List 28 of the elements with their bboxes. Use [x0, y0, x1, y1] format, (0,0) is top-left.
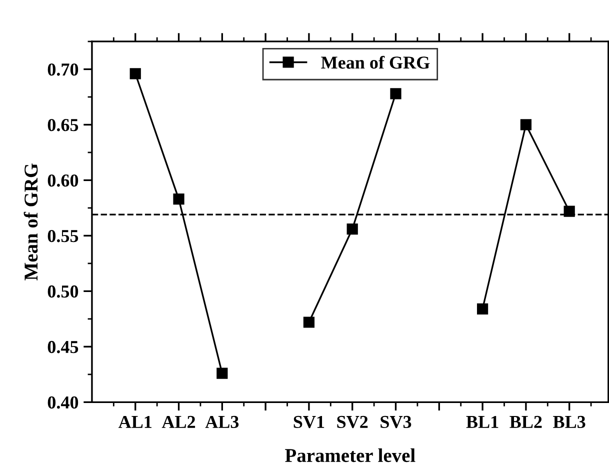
x-tick-label: AL3	[205, 416, 239, 428]
x-tick-label: AL1	[118, 416, 152, 428]
point	[216, 368, 228, 379]
point	[520, 119, 532, 130]
point	[303, 316, 315, 328]
point	[173, 194, 184, 205]
y-axis-title: Mean of GRG	[24, 163, 38, 280]
y-tick-label: 0.55	[48, 230, 78, 242]
x-tick-label: BL3	[553, 416, 586, 428]
y-tick-label: 0.65	[48, 118, 78, 132]
point	[346, 223, 358, 235]
y-tick-label: 0.40	[48, 396, 78, 409]
x-tick-label: BL1	[466, 416, 498, 428]
y-tick-label: 0.50	[48, 285, 78, 298]
x-axis-title: Parameter level	[285, 448, 416, 462]
y-tick-label: 0.60	[48, 174, 78, 187]
point	[476, 303, 488, 314]
x-tick-label: SV3	[380, 416, 412, 428]
x-tick-label: SV2	[337, 416, 368, 428]
point	[390, 88, 402, 100]
point	[130, 68, 141, 80]
y-tick-label: 0.45	[48, 340, 78, 354]
point	[564, 206, 575, 217]
x-tick-label: AL2	[162, 416, 196, 428]
x-tick-label: BL2	[510, 416, 542, 428]
y-tick-label: 0.70	[48, 63, 78, 76]
x-tick-label: SV1	[294, 416, 324, 428]
legend-label: Mean of GRG	[321, 56, 430, 69]
